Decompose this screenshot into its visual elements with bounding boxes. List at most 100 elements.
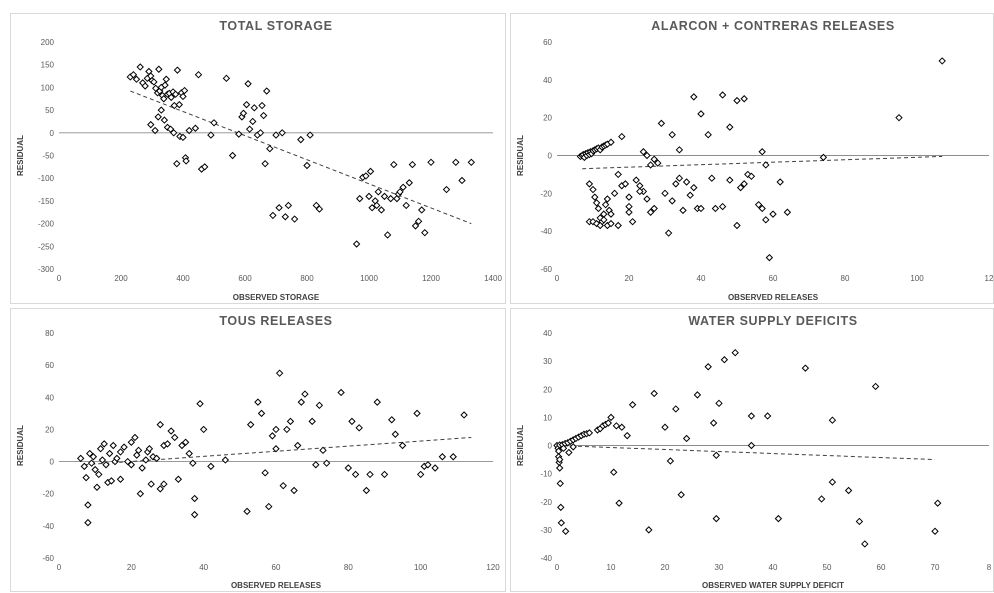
data-point: [726, 176, 734, 184]
data-point: [442, 185, 451, 194]
data-point: [747, 172, 756, 181]
data-point: [147, 120, 155, 129]
y-tick-label: 80: [45, 329, 54, 338]
x-tick-label: 80: [344, 563, 353, 572]
data-point: [107, 477, 116, 485]
data-point: [319, 446, 327, 455]
data-point: [366, 470, 374, 479]
data-point: [555, 455, 564, 464]
data-point: [686, 191, 694, 199]
data-point: [355, 424, 363, 432]
data-point: [84, 518, 92, 527]
data-point: [931, 527, 939, 535]
data-point: [672, 405, 680, 413]
data-point: [682, 178, 691, 186]
data-point: [650, 204, 658, 213]
data-point: [594, 204, 603, 213]
data-point: [733, 221, 741, 230]
y-axis-label: RESIDUAL: [16, 425, 25, 466]
y-tick-label: 10: [543, 413, 552, 422]
x-axis-label: OBSERVED STORAGE: [233, 293, 320, 302]
data-point: [127, 461, 136, 469]
data-point: [175, 100, 183, 109]
data-point: [160, 95, 168, 103]
data-point: [157, 106, 166, 114]
data-point: [368, 204, 376, 212]
data-point: [718, 202, 727, 211]
data-point: [169, 129, 178, 137]
data-point: [262, 87, 271, 95]
data-point: [162, 75, 170, 83]
data-point: [259, 111, 268, 120]
data-point: [281, 213, 290, 221]
data-point: [283, 425, 291, 434]
data-point: [801, 364, 810, 372]
data-point: [747, 412, 756, 420]
trendline: [556, 445, 936, 461]
data-point: [221, 456, 230, 464]
data-point: [93, 483, 101, 491]
x-tick-label: 20: [661, 563, 670, 572]
data-point: [396, 188, 404, 196]
data-point: [315, 401, 324, 410]
x-tick-label: 0: [555, 274, 560, 283]
data-point: [244, 80, 252, 88]
data-point: [650, 155, 658, 163]
data-point: [679, 206, 687, 215]
data-point: [693, 391, 702, 399]
data-point: [668, 130, 676, 139]
y-tick-label: -200: [38, 220, 55, 229]
data-point: [258, 101, 266, 110]
data-point: [661, 423, 669, 431]
data-point: [293, 441, 302, 450]
data-point: [207, 131, 215, 139]
data-point: [76, 454, 85, 463]
data-point: [646, 161, 655, 169]
data-point: [591, 193, 599, 201]
data-point: [308, 417, 316, 426]
data-point: [413, 409, 421, 418]
chart-panel-tous-releases: TOUS RELEASES -60 -40 -20 0 20 40 60 80 0 20 40 60 80…: [10, 308, 506, 592]
data-point: [604, 419, 613, 427]
data-point: [933, 499, 942, 507]
data-point: [189, 459, 197, 467]
data-point: [731, 348, 739, 357]
data-point: [171, 433, 179, 442]
data-point: [399, 183, 407, 191]
data-point: [601, 200, 610, 209]
data-point: [625, 193, 633, 201]
data-point: [458, 176, 466, 185]
data-point: [666, 457, 675, 465]
y-tick-label: 0: [50, 458, 55, 467]
x-tick-label: 1200: [422, 274, 440, 283]
y-tick-label: -300: [38, 265, 55, 274]
data-point: [279, 481, 287, 490]
data-point: [819, 153, 828, 162]
data-point: [374, 188, 383, 196]
data-point: [391, 430, 400, 438]
data-point: [254, 398, 262, 406]
data-point: [592, 199, 601, 207]
y-tick-label: -40: [540, 227, 552, 236]
data-point: [179, 92, 187, 101]
y-tick-label: -20: [42, 490, 54, 499]
y-tick-label: -60: [42, 554, 54, 563]
data-point: [747, 441, 756, 450]
y-tick-label: 50: [45, 106, 54, 115]
data-point: [855, 517, 864, 526]
data-point: [269, 211, 277, 220]
data-point: [690, 93, 698, 101]
data-point: [322, 459, 331, 467]
data-point: [178, 441, 186, 450]
data-point: [355, 194, 364, 203]
data-point: [180, 86, 189, 95]
y-tick-label: -60: [540, 265, 552, 274]
chart-total-storage: TOTAL STORAGE -300 -250 -200 -150 -100 -50 0 50 1…: [16, 19, 502, 302]
data-point: [871, 382, 880, 391]
data-point: [256, 129, 265, 137]
x-tick-label: 70: [931, 563, 940, 572]
data-point: [612, 422, 621, 430]
data-point: [278, 129, 286, 137]
data-point: [152, 454, 161, 463]
data-point: [672, 180, 680, 188]
